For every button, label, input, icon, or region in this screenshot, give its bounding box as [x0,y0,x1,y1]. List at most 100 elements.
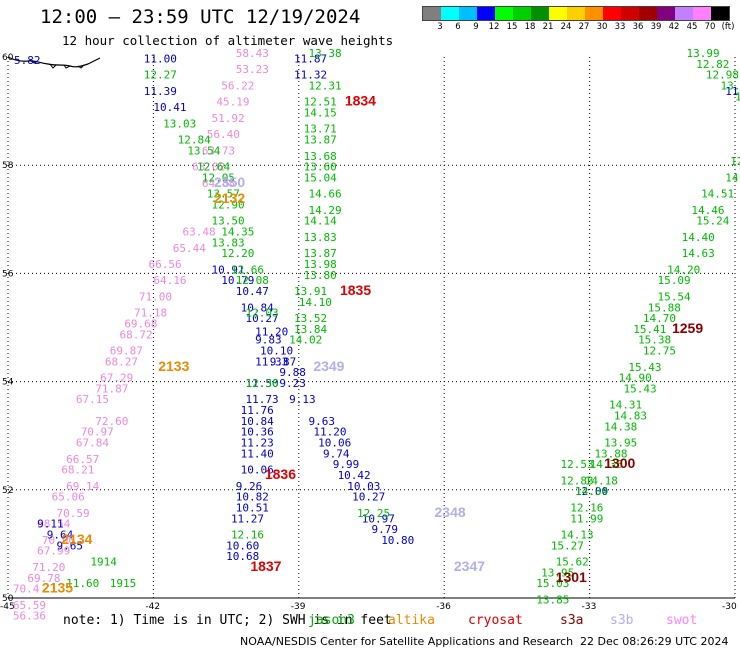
jason3-wave-height: 9.83 [255,334,282,347]
jason3b-wave-height: 14.29 [308,204,341,217]
color-scale-label: 33 [614,22,626,32]
jason3-wave-height: 9.65 [56,539,83,552]
jason3b-wave-height: 11.99 [570,512,603,525]
jason3-wave-height: 11.20 [313,426,346,439]
color-scale-bar [422,6,730,21]
pass-time-label: 1301 [556,569,587,585]
color-swatch [603,7,621,20]
lat-label: 52 [2,486,13,496]
jason3b-wave-height: 14.34 [575,485,608,498]
pass-time-label: 2135 [42,580,73,596]
pass-time-label: 1259 [672,320,703,336]
jason3-wave-height: 9.26 [236,480,263,493]
color-scale-label: 9 [473,22,479,32]
color-swatch [585,7,603,20]
color-scale-label: 42 [668,22,680,32]
jason3b-wave-height: 15.62 [556,556,589,569]
jason3-wave-height: 10.79 [221,274,254,287]
jason3-wave-height: 10.60 [226,539,259,552]
pass-time-label: 2349 [313,358,344,374]
jason3b-wave-height: 13.50 [212,215,245,228]
lat-label: 50 [2,594,14,604]
jason3b-wave-height: 14.66 [308,188,341,201]
swot-wave-height: 68.54 [37,518,70,531]
jason3b-wave-height: 12.98 [706,69,739,82]
jason3-wave-height: 9.23 [279,377,306,390]
swot-wave-height: 68.72 [119,328,152,341]
jason3b-wave-height: 14.18 [585,474,618,487]
jason3b-wave-height: 14.02 [289,334,322,347]
swot-wave-height: 70.97 [81,426,114,439]
color-swatch [423,7,441,20]
swot-wave-height: 51.92 [212,112,245,125]
color-swatch [513,7,531,20]
pass-time-label: 1834 [345,93,376,109]
color-scale-label: 18 [524,22,536,32]
color-scale-label: 21 [542,22,554,32]
jason3b-wave-height: 12.03 [245,307,278,320]
jason3-wave-height: 10.03 [347,480,380,493]
jason3b-wave-height: 13.71 [304,123,337,136]
swot-wave-height: 58.43 [236,47,269,60]
jason3-wave-height: 11.73 [245,393,278,406]
jason3-wave-height: 10.97 [362,512,395,525]
jason3b-wave-height: 12.90 [212,198,245,211]
jason3b-wave-height: 14.90 [619,372,652,385]
jason3-wave-height: 10.80 [381,534,414,547]
color-scale-label: 70 [704,22,716,32]
jason3-wave-height: 9.79 [372,523,399,536]
jason3b-wave-height: 12.27 [144,69,177,82]
map-grid [7,57,736,599]
swot-wave-height: 56.36 [13,610,46,623]
color-scale-label: 6 [455,22,461,32]
swot-wave-height: 70.4 [13,583,40,596]
swot-wave-height: 67.29 [100,372,133,385]
jason3-wave-height: 9.87 [270,355,297,368]
pass-time-label: 2350 [214,174,245,190]
jason3-wave-height: 9.88 [279,366,306,379]
jason3-wave-height: 11.76 [241,404,274,417]
color-scale-label: 3 [437,22,443,32]
footnote: note: 1) Time is in UTC; 2) SWH is in fe… [63,613,392,628]
swot-wave-height: 63.48 [182,226,215,239]
lat-label: 54 [2,378,14,388]
jason3b-wave-height: 15.88 [648,301,681,314]
lon-label: -39 [291,602,306,612]
jason3b-wave-height: 12.82 [696,58,729,71]
swot-wave-height: 64.88 [202,177,235,190]
lon-label: -42 [145,602,160,612]
jason3-wave-height: 11 [725,85,738,98]
jason3-wave-height: 9.63 [308,415,335,428]
swot-wave-height: 71.00 [139,290,172,303]
jason3b-wave-height: 13.84 [294,323,327,336]
swot-wave-height: 67.15 [76,393,109,406]
swot-wave-height: 67.84 [76,437,109,450]
swot-wave-height: 66.56 [149,258,182,271]
jason3-wave-height: 9.99 [333,458,360,471]
swot-wave-height: 63.73 [202,144,235,157]
swot-wave-height: 72.60 [95,415,128,428]
swot-wave-height: 65.06 [52,491,85,504]
legend-item-s3a: s3a [560,613,584,628]
jason3b-wave-height: 13.60 [304,161,337,174]
color-swatch [477,7,495,20]
pass-time-label: 1300 [604,455,635,471]
jason3b-wave-height: 15.43 [624,382,657,395]
greenland-coast [7,56,101,69]
color-swatch [621,7,639,20]
jason3b-wave-height: 14.31 [609,399,642,412]
jason3b-wave-height: 14.70 [643,312,676,325]
jason3b-wave-height: 12.94 [730,155,740,168]
jason3-wave-height: 10.10 [260,345,293,358]
jason3b-wave-height: 13.88 [594,447,627,460]
jason3-wave-height: 10.06 [318,437,351,450]
swot-wave-height: 69.14 [66,480,99,493]
jason3-wave-height: 12.00 [575,485,608,498]
axis-labels: 60 58 56 54 52 50-45 -42 -39 -36 -33 -30 [0,53,737,612]
jason3b-wave-height: 13.44 [735,90,740,103]
jason3b-wave-height: 14.35 [221,226,254,239]
lat-label: 58 [2,161,14,171]
jason3-wave-height: 9.11 [37,518,64,531]
jason3b-wave-height: 13.95 [604,437,637,450]
